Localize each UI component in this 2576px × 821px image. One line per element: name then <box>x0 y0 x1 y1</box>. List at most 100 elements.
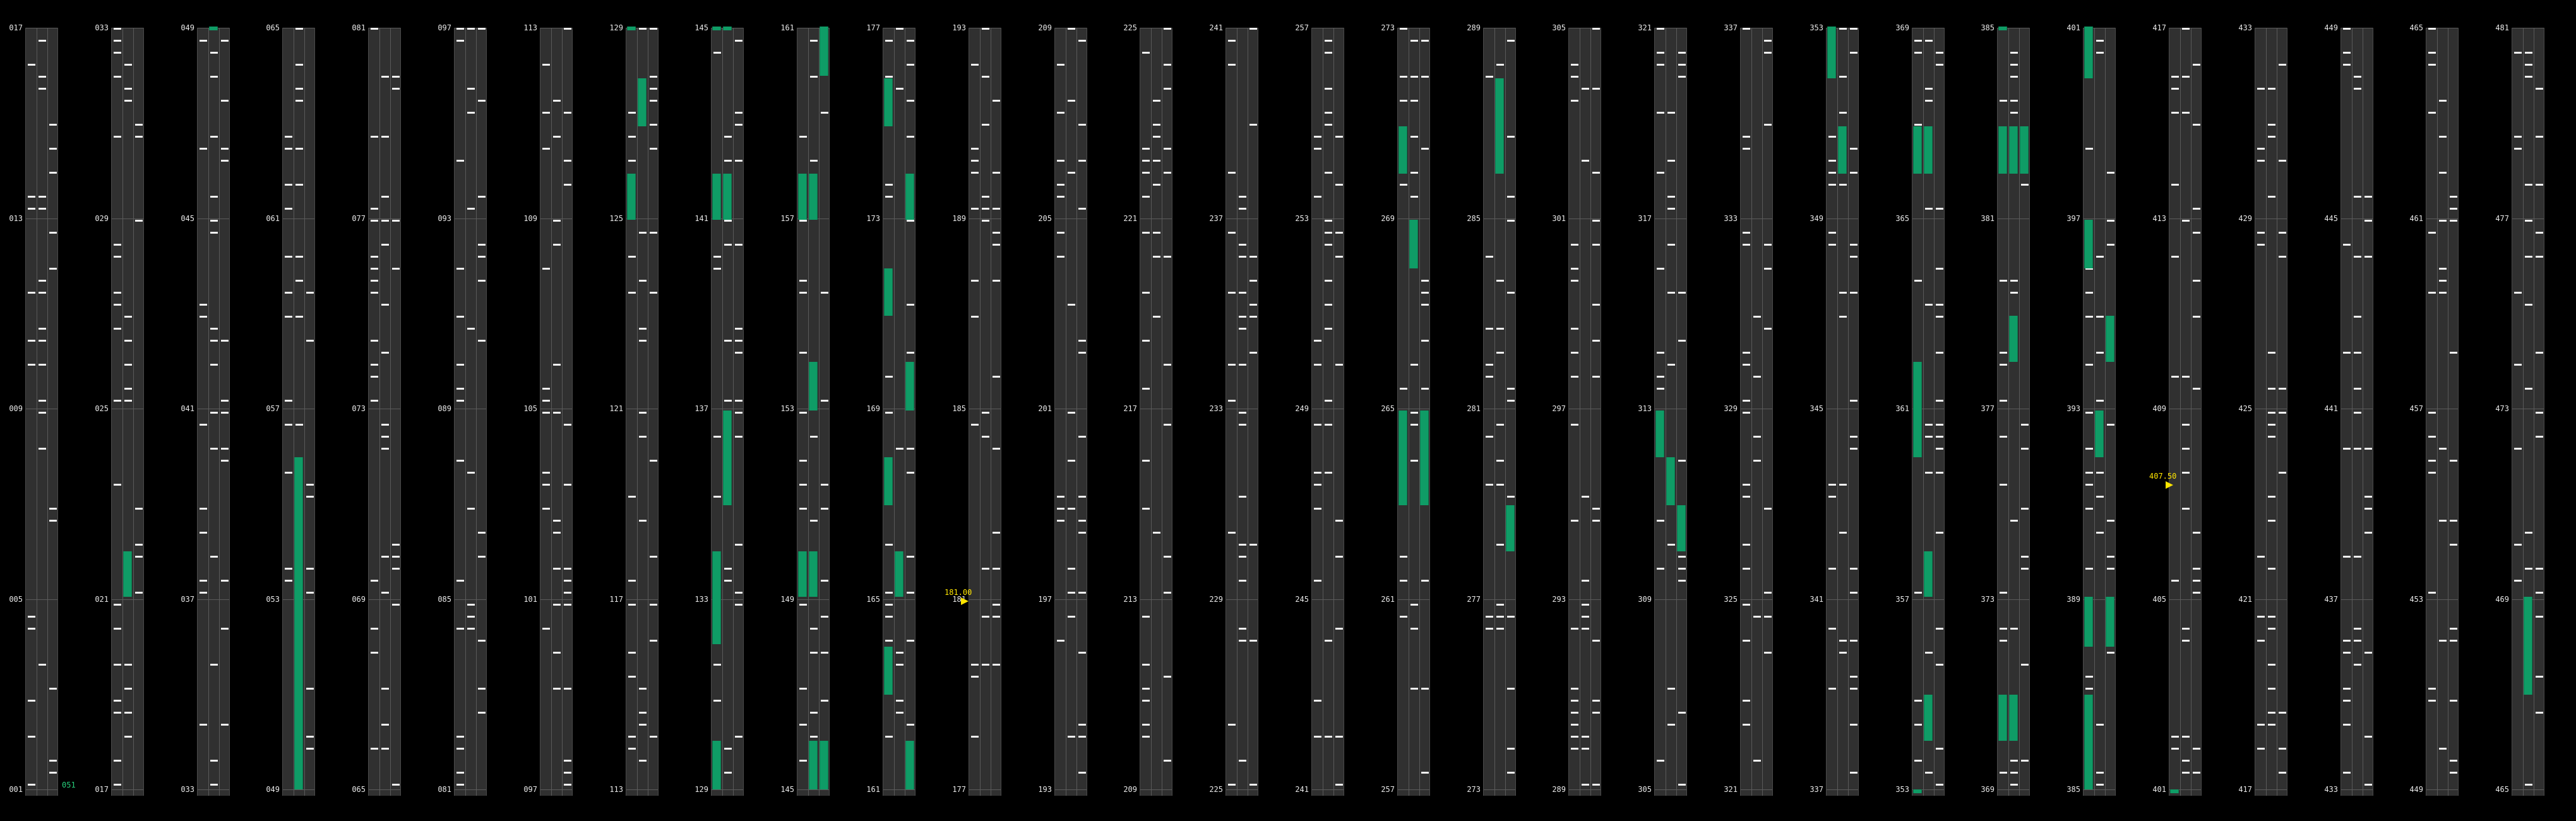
note[interactable] <box>1850 676 1857 678</box>
note[interactable] <box>28 616 35 618</box>
note[interactable] <box>2171 580 2179 582</box>
note[interactable] <box>1325 40 1332 42</box>
note[interactable] <box>639 28 647 30</box>
note[interactable] <box>971 736 979 738</box>
note[interactable] <box>1078 208 1086 210</box>
note[interactable] <box>1764 40 1772 42</box>
note[interactable] <box>2279 160 2286 162</box>
note[interactable] <box>2268 568 2275 570</box>
note[interactable] <box>1764 616 1772 618</box>
note[interactable] <box>1314 472 1321 474</box>
note[interactable] <box>1249 316 1257 318</box>
note[interactable] <box>2268 688 2275 690</box>
note[interactable] <box>628 736 636 738</box>
note[interactable] <box>2525 388 2532 390</box>
note[interactable] <box>896 652 903 654</box>
note[interactable] <box>2021 568 2029 570</box>
note[interactable] <box>114 700 121 702</box>
note[interactable] <box>2450 772 2457 774</box>
note[interactable] <box>2021 664 2029 666</box>
note[interactable] <box>1410 364 1418 366</box>
note[interactable] <box>810 520 818 522</box>
long-note[interactable] <box>712 174 721 220</box>
note[interactable] <box>1507 400 1515 402</box>
note[interactable] <box>810 736 818 738</box>
note[interactable] <box>971 148 979 150</box>
note[interactable] <box>1314 148 1321 150</box>
note[interactable] <box>1914 52 1922 54</box>
note[interactable] <box>2268 412 2275 414</box>
note[interactable] <box>1421 148 1429 150</box>
note[interactable] <box>1142 724 1150 726</box>
note[interactable] <box>210 196 218 198</box>
note[interactable] <box>982 568 989 570</box>
note[interactable] <box>885 196 893 198</box>
note[interactable] <box>1314 340 1321 342</box>
note[interactable] <box>1839 316 1847 318</box>
note[interactable] <box>2428 52 2436 54</box>
note[interactable] <box>381 76 389 78</box>
note[interactable] <box>553 100 561 102</box>
note[interactable] <box>371 400 378 402</box>
long-note[interactable] <box>2095 410 2104 457</box>
long-note[interactable] <box>809 174 818 220</box>
note[interactable] <box>1850 772 1857 774</box>
note[interactable] <box>2536 412 2543 414</box>
note[interactable] <box>2193 532 2200 534</box>
note[interactable] <box>2096 400 2104 402</box>
note[interactable] <box>295 28 303 30</box>
note[interactable] <box>478 532 486 534</box>
note[interactable] <box>200 592 207 594</box>
note[interactable] <box>821 400 828 402</box>
note[interactable] <box>1078 496 1086 498</box>
long-note[interactable] <box>1998 126 2007 174</box>
note[interactable] <box>2171 76 2179 78</box>
note[interactable] <box>799 688 807 690</box>
note[interactable] <box>285 208 292 210</box>
note[interactable] <box>2268 628 2275 630</box>
note[interactable] <box>724 220 732 222</box>
note[interactable] <box>2514 292 2522 294</box>
note[interactable] <box>2182 220 2190 222</box>
note[interactable] <box>1142 340 1150 342</box>
note[interactable] <box>200 724 207 726</box>
note[interactable] <box>2085 292 2093 294</box>
note[interactable] <box>907 448 914 450</box>
note[interactable] <box>2364 652 2372 654</box>
note[interactable] <box>885 736 893 738</box>
note[interactable] <box>467 508 475 510</box>
note[interactable] <box>1068 736 1075 738</box>
long-note[interactable] <box>2084 695 2093 789</box>
long-note[interactable] <box>2084 220 2093 268</box>
note[interactable] <box>381 724 389 726</box>
note[interactable] <box>821 616 828 618</box>
note[interactable] <box>114 52 121 54</box>
note[interactable] <box>1743 400 1750 402</box>
note[interactable] <box>1582 88 1589 90</box>
note[interactable] <box>1239 760 1246 762</box>
note[interactable] <box>1657 172 1664 174</box>
note[interactable] <box>1914 724 1922 726</box>
note[interactable] <box>1764 124 1772 126</box>
note[interactable] <box>1153 316 1160 318</box>
note[interactable] <box>221 724 229 726</box>
note[interactable] <box>1507 616 1515 618</box>
note[interactable] <box>1678 712 1686 714</box>
note[interactable] <box>1335 520 1343 522</box>
note[interactable] <box>564 760 571 762</box>
note[interactable] <box>1743 700 1750 702</box>
note[interactable] <box>2364 256 2372 258</box>
note[interactable] <box>2514 52 2522 54</box>
note[interactable] <box>1325 244 1332 246</box>
note[interactable] <box>1142 172 1150 174</box>
note[interactable] <box>2021 184 2029 186</box>
note[interactable] <box>295 148 303 150</box>
note[interactable] <box>210 760 218 762</box>
note[interactable] <box>135 556 143 558</box>
position-marker-icon[interactable] <box>961 597 969 605</box>
note[interactable] <box>2439 172 2447 174</box>
note[interactable] <box>114 136 121 138</box>
note[interactable] <box>971 160 979 162</box>
note[interactable] <box>2021 760 2029 762</box>
long-note[interactable] <box>1838 126 1847 174</box>
